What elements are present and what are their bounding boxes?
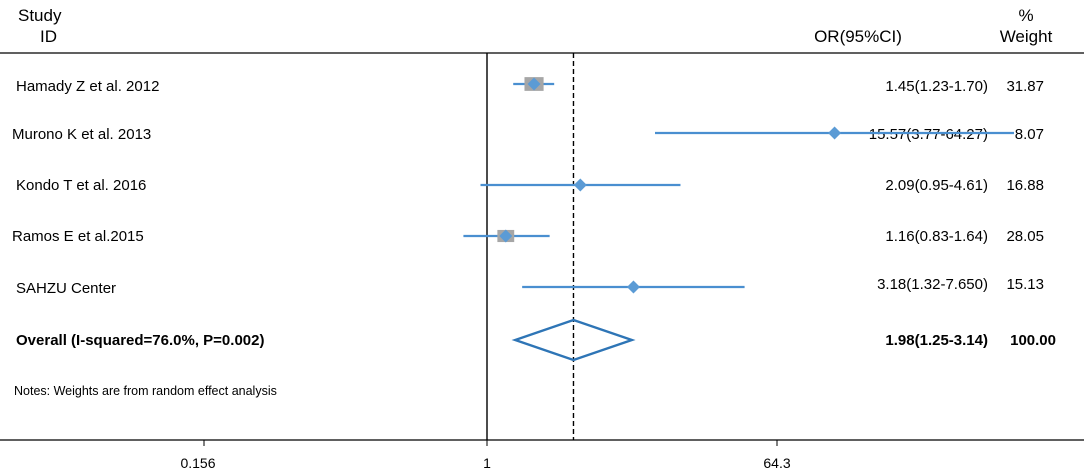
header-percent: % [1018, 6, 1033, 25]
study-weight: 28.05 [1006, 228, 1044, 245]
study-label: SAHZU Center [16, 280, 116, 297]
study-or-ci: 15.57(3.77-64.27) [869, 126, 988, 143]
study-weight: 31.87 [1006, 78, 1044, 95]
study-or-ci: 2.09(0.95-4.61) [885, 177, 988, 194]
point-estimate-marker [828, 126, 842, 140]
overall-weight: 100.00 [1010, 332, 1056, 349]
overall-or-ci: 1.98(1.25-3.14) [885, 332, 988, 349]
point-estimate-marker [527, 77, 541, 91]
forest-marks [463, 77, 1015, 362]
overall-label: Overall (I-squared=76.0%, P=0.002) [16, 332, 264, 349]
x-tick-label-643: 64.3 [763, 455, 790, 471]
study-row: Kondo T et al. 2016 16.88 2.09(0.95-4.61… [16, 177, 1044, 194]
study-row: Ramos E et al.2015 28.05 1.16(0.83-1.64) [12, 228, 1044, 245]
header-weight: Weight [1000, 27, 1053, 46]
study-label: Kondo T et al. 2016 [16, 177, 146, 194]
header-study: Study [18, 6, 62, 25]
header-or-ci: OR(95%CI) [814, 27, 902, 46]
point-estimate-marker [573, 178, 587, 192]
study-label: Hamady Z et al. 2012 [16, 78, 159, 95]
x-tick-label-1: 1 [483, 455, 491, 471]
study-label: Ramos E et al.2015 [12, 228, 144, 245]
study-row: SAHZU Center 15.13 3.18(1.32-7.650) [16, 276, 1044, 297]
point-estimate-marker [626, 280, 640, 294]
study-weight: 15.13 [1006, 276, 1044, 293]
overall-row: Overall (I-squared=76.0%, P=0.002) 1.98(… [16, 332, 1056, 349]
footnote: Notes: Weights are from random effect an… [14, 384, 277, 398]
study-row: Murono K et al. 2013 8.07 15.57(3.77-64.… [12, 126, 1044, 143]
study-or-ci: 1.45(1.23-1.70) [885, 78, 988, 95]
study-or-ci: 3.18(1.32-7.650) [877, 276, 988, 293]
study-weight: 16.88 [1006, 177, 1044, 194]
overall-diamond [511, 318, 636, 362]
study-row: Hamady Z et al. 2012 31.87 1.45(1.23-1.7… [16, 78, 1044, 95]
x-tick-label-0156: 0.156 [180, 455, 215, 471]
header-id: ID [40, 27, 57, 46]
study-or-ci: 1.16(0.83-1.64) [885, 228, 988, 245]
study-weight: 8.07 [1015, 126, 1044, 143]
point-estimate-marker [499, 229, 513, 243]
study-label: Murono K et al. 2013 [12, 126, 151, 143]
